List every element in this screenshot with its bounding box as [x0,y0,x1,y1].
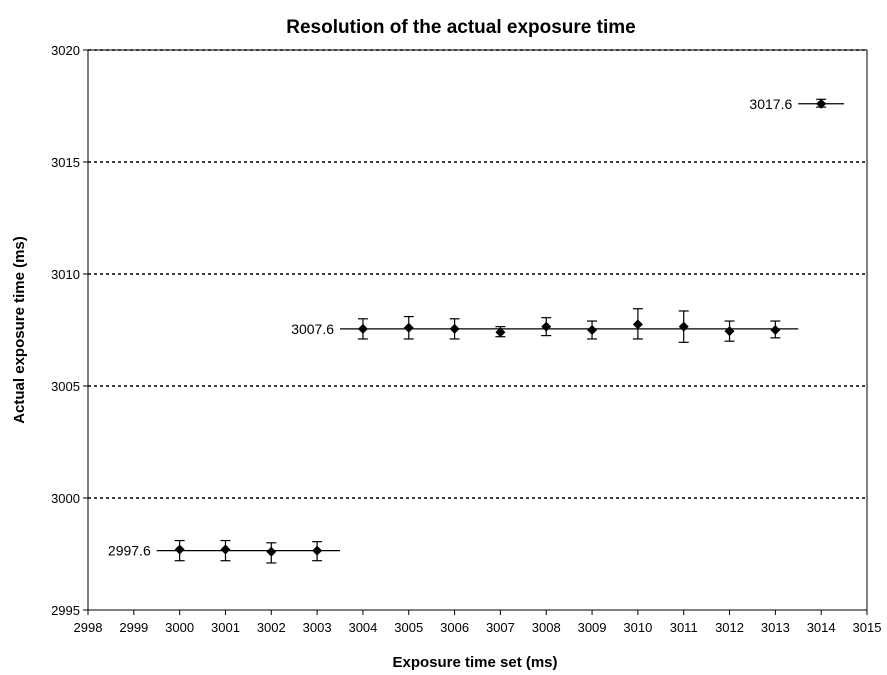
x-tick-label: 3002 [257,620,286,635]
reference-label: 2997.6 [108,543,151,559]
x-tick-label: 3001 [211,620,240,635]
y-axis-title: Actual exposure time (ms) [11,236,28,424]
data-point [724,326,735,337]
x-axis-title: Exposure time set (ms) [392,654,557,671]
x-tick-label: 3014 [807,620,836,635]
x-tick-label: 3009 [578,620,607,635]
y-axis: 2995 3000 3005 3010 3015 3020 [51,43,88,618]
x-tick-label: 3000 [165,620,194,635]
data-series [174,98,827,564]
data-point [816,98,827,109]
x-tick-label: 3005 [394,620,423,635]
reference-label: 3007.6 [291,321,334,337]
data-point [632,319,643,330]
y-tick-label: 3005 [51,379,80,394]
data-point [403,322,414,333]
x-tick-label: 3015 [853,620,882,635]
x-tick-label: 3008 [532,620,561,635]
y-tick-label: 3000 [51,491,80,506]
chart-title: Resolution of the actual exposure time [286,17,635,38]
data-point [266,546,277,557]
x-tick-label: 3013 [761,620,790,635]
x-tick-label: 3006 [440,620,469,635]
x-tick-label: 3007 [486,620,515,635]
data-point [174,544,185,555]
data-point [312,545,323,556]
data-point [220,544,231,555]
x-tick-label: 3003 [303,620,332,635]
x-tick-label: 3010 [623,620,652,635]
x-tick-label: 2998 [74,620,103,635]
x-tick-label: 3004 [348,620,377,635]
reference-label: 3017.6 [749,96,792,112]
reference-lines: 2997.6 3007.6 3017.6 [108,96,845,559]
grid-lines [88,49,867,499]
y-tick-label: 3010 [51,267,80,282]
x-axis: 2998 2999 3000 3001 3002 3003 3004 3005 3006 3007… [74,610,882,635]
data-point [770,325,781,335]
x-tick-label: 3012 [715,620,744,635]
data-point [678,321,689,332]
data-point [541,321,552,332]
x-tick-label: 2999 [119,620,148,635]
data-point [587,325,598,335]
y-tick-label: 3020 [51,43,80,58]
y-tick-label: 3015 [51,155,80,170]
plot-area [87,49,868,611]
data-point [449,323,460,334]
data-point [357,323,368,334]
y-tick-label: 2995 [51,603,80,618]
x-tick-label: 3011 [670,620,698,635]
data-point [495,327,506,338]
